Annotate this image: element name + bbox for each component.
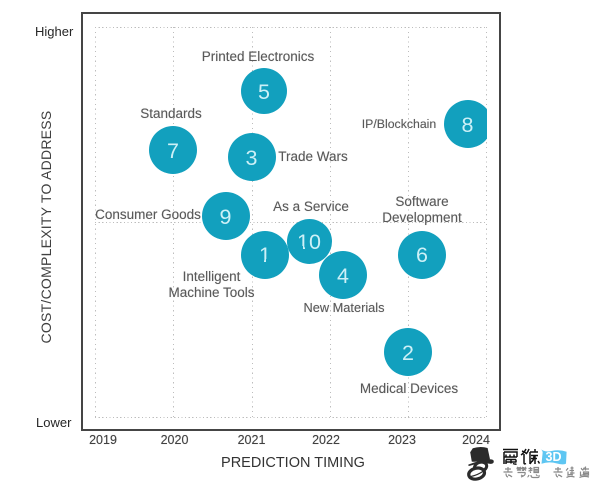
svg-text:3D: 3D bbox=[546, 450, 562, 464]
